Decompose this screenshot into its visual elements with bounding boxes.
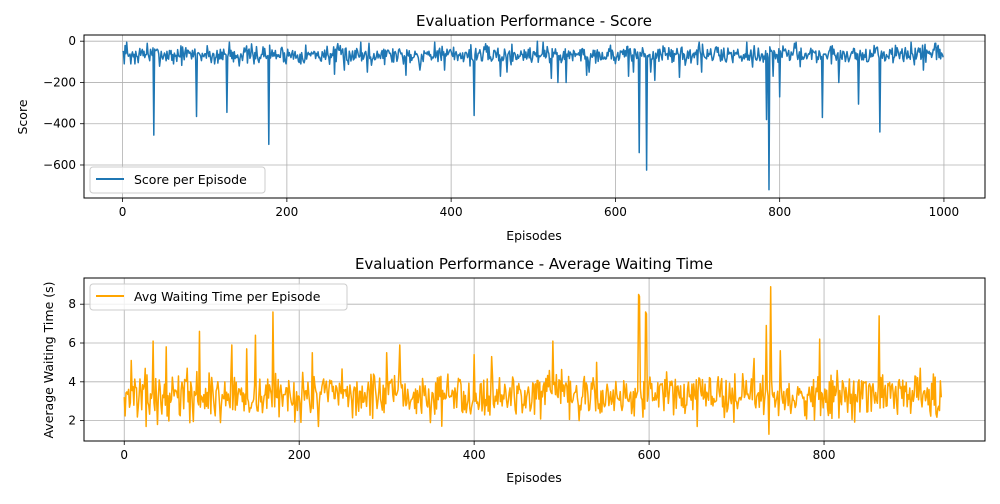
y-tick-label: −600 [43,158,76,172]
x-tick-label: 400 [463,448,486,462]
plot-area [122,40,944,191]
x-axis-label: Episodes [506,470,562,485]
y-tick-label: 2 [68,414,76,428]
chart-title: Evaluation Performance - Score [416,12,652,30]
chart-title: Evaluation Performance - Average Waiting… [355,255,713,273]
y-tick-label: 0 [68,34,76,48]
axes-frame [83,34,986,199]
score-subplot: Evaluation Performance - Score 0 200 400 60… [15,12,986,243]
ticks: 0 200 400 600 800 2 4 6 8 [68,297,835,462]
axes-frame [83,277,986,442]
y-axis-label: Score [15,99,30,134]
grid [84,35,985,198]
series-line-waiting-time [123,285,943,435]
x-tick-label: 800 [768,205,791,219]
x-tick-label: 400 [440,205,463,219]
plot-area [123,285,943,435]
x-tick-label: 600 [638,448,661,462]
x-tick-label: 200 [288,448,311,462]
y-tick-label: 8 [68,297,76,311]
x-axis-label: Episodes [506,228,562,243]
x-tick-label: 200 [275,205,298,219]
waiting-time-subplot: Evaluation Performance - Average Waiting… [41,255,986,485]
series-line-score [122,40,944,191]
y-tick-label: 6 [68,336,76,350]
ticks: 0 200 400 600 800 1000 0 −200 −400 −600 [43,34,959,219]
legend-box [89,166,266,194]
legend-box [89,283,348,311]
x-tick-label: 0 [120,448,128,462]
x-tick-label: 600 [604,205,627,219]
x-tick-label: 1000 [929,205,960,219]
x-tick-label: 0 [119,205,127,219]
y-tick-label: 4 [68,375,76,389]
y-axis-label: Average Waiting Time (s) [41,281,56,438]
legend-label-score: Score per Episode [134,172,247,187]
y-tick-label: −200 [43,75,76,89]
x-tick-label: 800 [813,448,836,462]
legend: Avg Waiting Time per Episode [89,283,348,311]
y-tick-label: −400 [43,117,76,131]
legend-label-waiting-time: Avg Waiting Time per Episode [134,289,321,304]
legend: Score per Episode [89,166,266,194]
